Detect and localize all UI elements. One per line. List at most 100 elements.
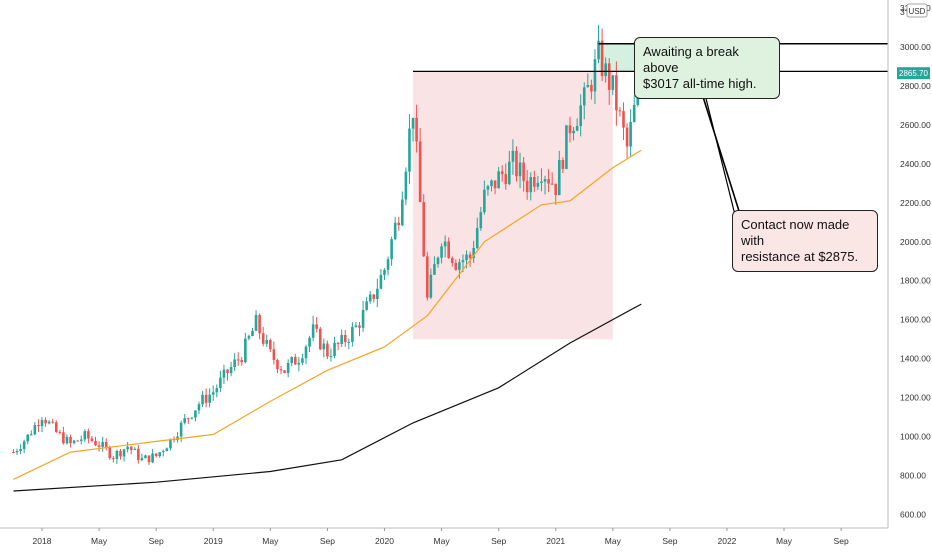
candle-body xyxy=(293,357,297,365)
currency-box xyxy=(906,3,928,18)
candle-body xyxy=(12,452,15,454)
candle-body xyxy=(215,388,219,393)
candle-body xyxy=(158,452,162,457)
candle-body xyxy=(144,455,147,459)
candle-body xyxy=(261,333,265,344)
candle-body xyxy=(447,241,450,259)
candle-body xyxy=(358,325,361,328)
x-tick-label: 2019 xyxy=(204,536,223,546)
candle-body xyxy=(97,445,101,447)
candle-body xyxy=(62,432,65,444)
candle-body xyxy=(597,40,600,60)
candle-body xyxy=(347,341,351,343)
candle-body xyxy=(508,161,511,185)
y-tick-label-partial: 3 xyxy=(900,7,905,17)
candle-body xyxy=(19,448,22,451)
x-tick-label: May xyxy=(605,536,622,546)
candle-body xyxy=(393,222,397,240)
candle-body xyxy=(90,438,94,441)
candle-body xyxy=(140,458,144,461)
candle-body xyxy=(69,436,72,444)
candle-body xyxy=(265,339,269,344)
candle-body xyxy=(533,177,536,187)
candle-body xyxy=(161,451,165,453)
x-tick-label: May xyxy=(262,536,279,546)
candle-body xyxy=(575,125,579,131)
candle-body xyxy=(315,324,318,329)
candle-body xyxy=(22,441,26,449)
y-tick-label: 1600.00 xyxy=(900,315,931,325)
candle-body xyxy=(361,309,365,328)
x-tick-label: 2022 xyxy=(717,536,736,546)
candle-body xyxy=(422,201,426,257)
candle-body xyxy=(233,359,236,367)
candle-body xyxy=(572,130,575,134)
candle-body xyxy=(436,257,440,265)
candle-body xyxy=(169,438,172,449)
candle-body xyxy=(229,366,233,374)
y-tick-label: 600.00 xyxy=(900,509,926,519)
candle-body xyxy=(58,432,62,434)
candle-body xyxy=(397,222,401,226)
candle-body xyxy=(515,150,518,177)
candle-body xyxy=(72,440,76,444)
price-badge xyxy=(897,67,930,80)
candle-body xyxy=(137,448,140,461)
candle-body xyxy=(122,449,126,457)
candle-body xyxy=(308,337,311,347)
candle-body xyxy=(536,182,540,187)
annotation-bottom: Contact now made with resistance at $287… xyxy=(732,210,878,272)
candle-body xyxy=(550,183,554,185)
candle-body xyxy=(276,359,279,370)
candle-body xyxy=(618,110,622,112)
y-tick-label: 3000.00 xyxy=(900,42,931,52)
candle-body xyxy=(529,177,533,193)
candle-body xyxy=(147,455,151,463)
candle-body xyxy=(625,127,629,147)
x-tick-label: Sep xyxy=(149,536,164,546)
candle-body xyxy=(201,394,204,405)
candle-body xyxy=(251,330,254,337)
candle-body xyxy=(247,336,251,339)
candle-body xyxy=(615,75,618,111)
candle-body xyxy=(154,453,158,457)
candle-body xyxy=(479,212,483,229)
candle-body xyxy=(472,247,475,259)
candle-body xyxy=(318,328,322,350)
candle-body xyxy=(219,377,222,389)
candle-body xyxy=(590,84,593,92)
candle-body xyxy=(543,179,547,182)
candle-body xyxy=(244,338,247,363)
candle-body xyxy=(593,59,597,92)
candle-body xyxy=(44,419,47,424)
candle-body xyxy=(379,274,383,289)
candle-body xyxy=(554,183,558,196)
candle-body xyxy=(433,264,436,275)
y-tick-label: 2200.00 xyxy=(900,198,931,208)
x-tick-label: May xyxy=(434,536,451,546)
x-tick-label: Sep xyxy=(834,536,849,546)
candle-body xyxy=(194,410,197,418)
candle-body xyxy=(269,339,272,350)
ma-slow-line xyxy=(13,303,642,492)
candle-body xyxy=(522,162,525,181)
candle-body xyxy=(504,174,508,185)
candle-body xyxy=(236,359,240,361)
candle-body xyxy=(222,369,226,378)
candle-body xyxy=(286,363,290,373)
candle-body xyxy=(340,335,343,344)
candle-body xyxy=(33,425,37,435)
candle-body xyxy=(454,262,458,270)
candle-body xyxy=(468,254,472,259)
candle-body xyxy=(418,141,422,202)
candle-body xyxy=(401,199,404,226)
candle-body xyxy=(429,274,433,298)
candle-body xyxy=(540,181,543,183)
candle-body xyxy=(565,125,568,169)
candle-body xyxy=(79,439,83,441)
ma-fast-line xyxy=(13,149,642,480)
y-tick-label: 2800.00 xyxy=(900,81,931,91)
x-tick-label: 2020 xyxy=(375,536,394,546)
